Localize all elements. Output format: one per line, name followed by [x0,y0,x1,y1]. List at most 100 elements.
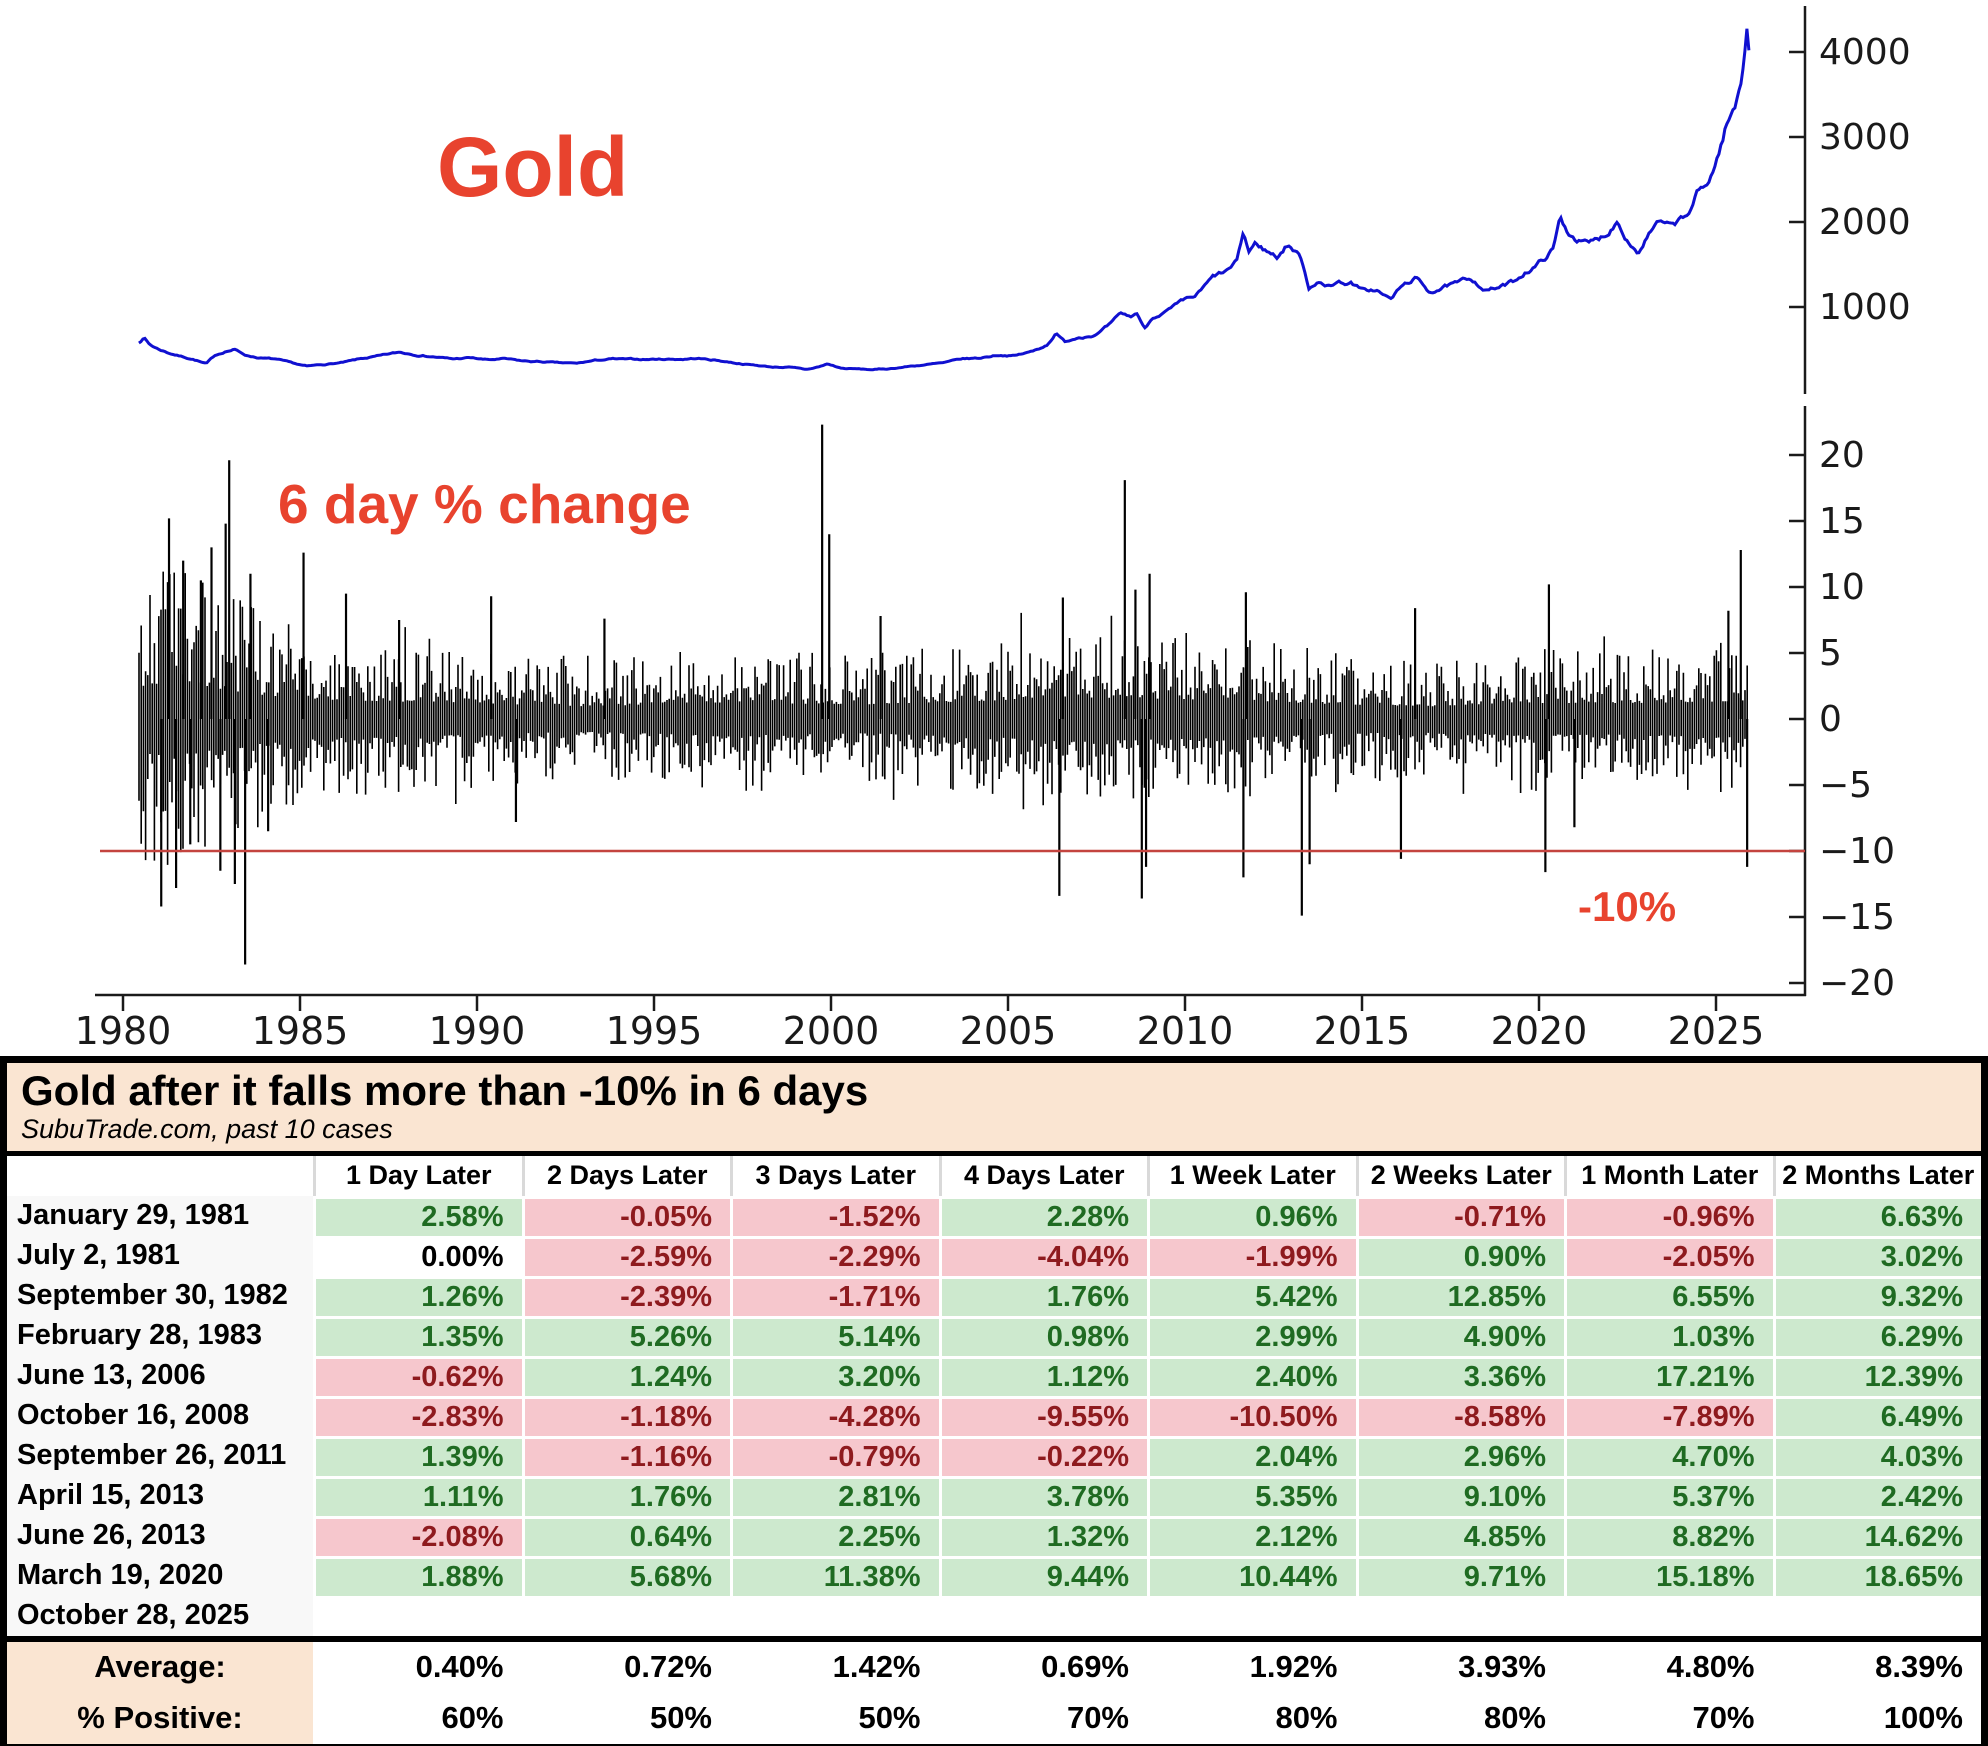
return-value-cell: 8.82% [1564,1515,1773,1556]
pct-positive-row: % Positive: 60% 50% 50% 70% 80% 80% 70% 100% [7,1692,1981,1744]
average-value-cell: 0.72% [624,1649,712,1685]
table-row: January 29, 1981 2.58% -0.05% -1.52% 2.28% 0.… [7,1195,1981,1236]
event-date-cell: September 26, 2011 [7,1435,313,1476]
return-value-cell: -2.08% [313,1515,522,1556]
return-value-cell: 1.39% [313,1435,522,1476]
return-value-cell: 9.44% [938,1555,1147,1596]
pct-positive-value-cell: 70% [1066,1700,1129,1736]
year-axis-tick-label: 2015 [1314,1009,1411,1052]
pct-positive-value-cell: 50% [649,1700,712,1736]
gold-axis-tick-label: 1000 [1819,287,1911,328]
pct-axis-tick-label: 20 [1819,435,1865,476]
return-value-cell: -8.58% [1355,1395,1564,1436]
return-value-cell: 0.96% [1147,1195,1356,1236]
return-value-cell: -0.05% [521,1195,730,1236]
event-date-cell: October 16, 2008 [7,1395,313,1436]
table-row: October 16, 2008 -2.83% -1.18% -4.28% -9.55%… [7,1395,1981,1436]
return-value-cell: 2.28% [938,1195,1147,1236]
return-value-cell: -0.96% [1564,1195,1773,1236]
average-value-cell: 4.80% [1666,1649,1755,1685]
return-value-cell: 1.03% [1564,1315,1773,1356]
return-value-cell: 12.39% [1772,1355,1981,1396]
table-row: April 15, 2013 1.11% 1.76% 2.81% 3.78% 5.35% 9… [7,1475,1981,1516]
return-value-cell: 2.04% [1147,1435,1356,1476]
return-value-cell: 1.12% [938,1355,1147,1396]
event-date-cell: March 19, 2020 [7,1555,313,1596]
return-value-cell [730,1595,939,1636]
return-value-cell: 2.40% [1147,1355,1356,1396]
average-value-cell: 8.39% [1875,1649,1963,1685]
return-value-cell: 5.68% [521,1555,730,1596]
return-value-cell: 3.02% [1772,1235,1981,1276]
column-header: 2 Weeks Later [1355,1155,1565,1196]
return-value-cell: 11.38% [730,1555,939,1596]
corner-cell [7,1156,313,1196]
event-date-cell: February 28, 1983 [7,1315,313,1356]
return-value-cell: 1.88% [313,1555,522,1596]
return-value-cell [1355,1595,1564,1636]
return-value-cell: -4.28% [730,1395,939,1436]
return-value-cell [1564,1595,1773,1636]
return-value-cell: 10.44% [1147,1555,1356,1596]
return-value-cell: 2.96% [1355,1435,1564,1476]
return-value-cell: -4.04% [938,1235,1147,1276]
pct-positive-value-cell: 60% [441,1700,504,1736]
average-label: Average: [7,1641,313,1693]
pct-axis-tick-label: −10 [1819,831,1895,872]
return-value-cell: 9.10% [1355,1475,1564,1516]
pct-positive-value-cell: 100% [1883,1700,1963,1736]
average-value-cell: 1.92% [1249,1649,1338,1685]
return-value-cell: -0.79% [730,1435,939,1476]
pct-axis-tick-label: −5 [1819,765,1872,806]
return-value-cell: 5.37% [1564,1475,1773,1516]
gold-price-line [138,28,1751,372]
year-axis-tick-label: 2000 [783,1009,880,1052]
return-value-cell: 5.42% [1147,1275,1356,1316]
table-row: March 19, 2020 1.88% 5.68% 11.38% 9.44% 10.44… [7,1555,1981,1596]
return-value-cell: 2.58% [313,1195,522,1236]
column-header: 1 Month Later [1564,1155,1773,1196]
return-value-cell: 5.35% [1147,1475,1356,1516]
return-value-cell: -2.83% [313,1395,522,1436]
pct-positive-value-cell: 70% [1692,1700,1755,1736]
average-row: Average: 0.40% 0.72% 1.42% 0.69% 1.92% 3.93% 4.… [7,1635,1981,1693]
return-value-cell: 18.65% [1772,1555,1981,1596]
pct-axis-tick-label: 5 [1819,633,1842,674]
minus10-threshold-label: -10% [1578,883,1676,930]
year-axis-tick-label: 2020 [1491,1009,1588,1052]
gold-axis-tick-label: 2000 [1819,202,1911,243]
pct-axis-tick-label: 15 [1819,501,1865,542]
gold-title: Gold [437,120,628,214]
return-value-cell: 1.32% [938,1515,1147,1556]
return-value-cell: 6.63% [1772,1195,1981,1236]
return-value-cell: 4.85% [1355,1515,1564,1556]
return-value-cell [1147,1595,1356,1636]
gold-drop-performance-table: Gold after it falls more than -10% in 6 … [0,1056,1988,1746]
return-value-cell: 1.35% [313,1315,522,1356]
average-value-cell: 1.42% [832,1649,921,1685]
column-header: 3 Days Later [730,1155,939,1196]
event-date-cell: June 13, 2006 [7,1355,313,1396]
year-axis-tick-label: 2005 [960,1009,1057,1052]
table-title-band: Gold after it falls more than -10% in 6 … [7,1063,1981,1156]
return-value-cell: 17.21% [1564,1355,1773,1396]
column-header: 4 Days Later [938,1155,1148,1196]
return-value-cell [313,1595,522,1636]
gold-charts-figure: 1000200030004000Gold20151050−5−10−15−201… [75,6,1911,1052]
column-header: 2 Days Later [521,1155,731,1196]
average-value-cell: 0.40% [415,1649,504,1685]
return-value-cell: -1.18% [521,1395,730,1436]
table-header-row: 1 Day Later 2 Days Later 3 Days Later 4 Day… [7,1155,1982,1196]
event-date-cell: October 28, 2025 [7,1595,313,1636]
average-value-cell: 0.69% [1041,1649,1129,1685]
table-title: Gold after it falls more than -10% in 6 … [21,1067,869,1114]
pct-positive-value-cell: 80% [1275,1700,1338,1736]
return-value-cell: 14.62% [1772,1515,1981,1556]
return-value-cell: 9.32% [1772,1275,1981,1316]
pct-axis-tick-label: −20 [1819,963,1895,1004]
table-row: June 13, 2006 -0.62% 1.24% 3.20% 1.12% 2.40% 3… [7,1355,1981,1396]
column-header: 2 Months Later [1772,1155,1982,1196]
column-header: 1 Week Later [1147,1155,1356,1196]
table-row: June 26, 2013 -2.08% 0.64% 2.25% 1.32% 2.12% 4… [7,1515,1981,1556]
pct-positive-value-cell: 80% [1483,1700,1546,1736]
